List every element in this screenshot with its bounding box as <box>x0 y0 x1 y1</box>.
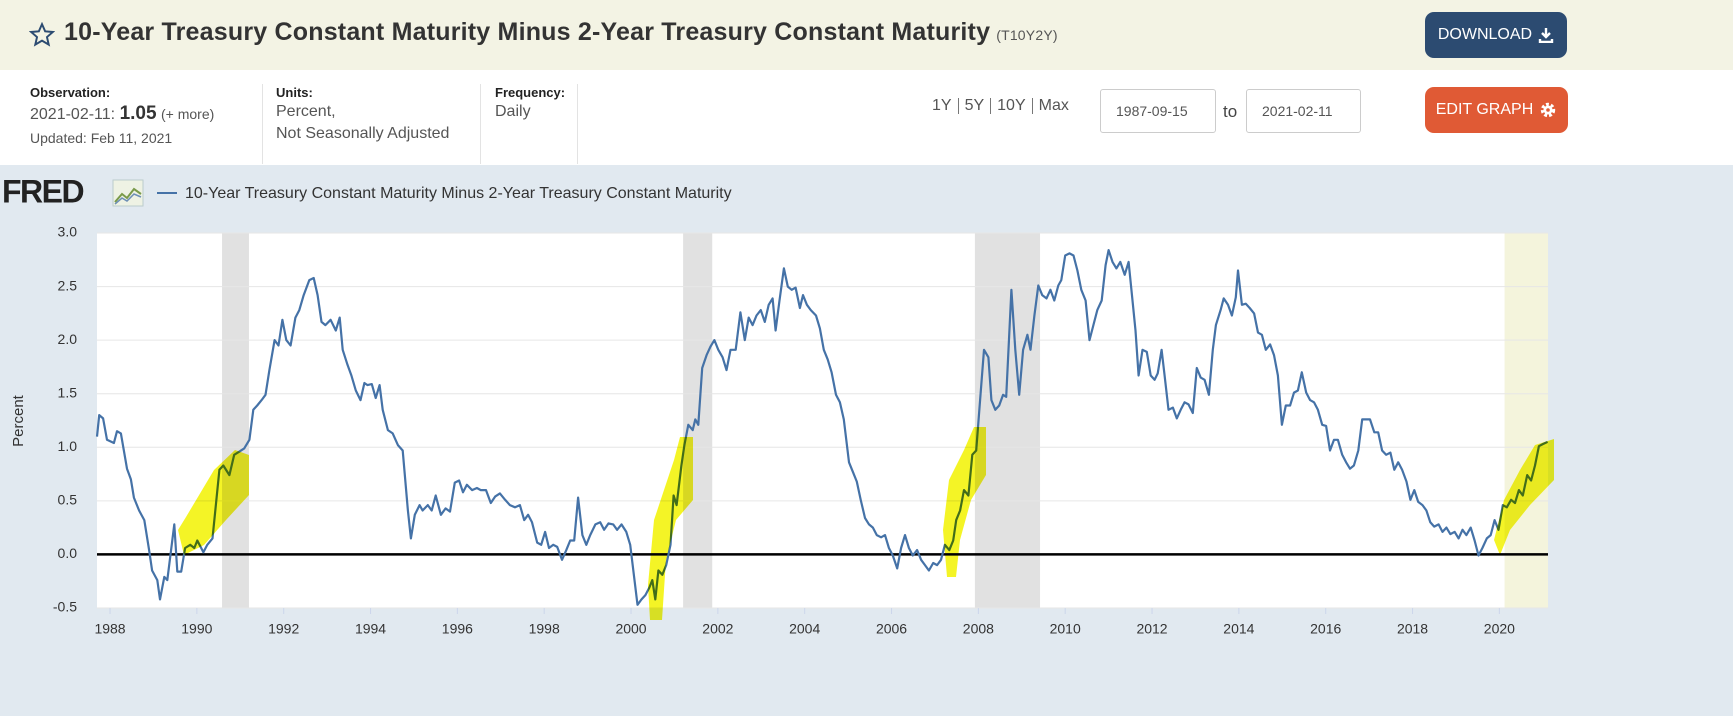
series-line <box>95 249 1549 606</box>
x-tick-label: 2012 <box>1136 621 1167 637</box>
y-tick-label: 0.0 <box>58 545 78 561</box>
edit-graph-button[interactable]: EDIT GRAPH <box>1425 87 1568 133</box>
more-link[interactable]: (+ more) <box>161 106 215 122</box>
recession-shade <box>974 233 1041 608</box>
x-tick-label: 1998 <box>529 621 560 637</box>
y-tick-label: 2.5 <box>58 277 78 293</box>
x-tick-label: 2014 <box>1223 621 1254 637</box>
frequency-value: Daily <box>495 103 531 120</box>
range-link[interactable]: Max <box>1031 98 1075 114</box>
frequency: Frequency: Daily <box>495 85 565 123</box>
x-tick-label: 2020 <box>1484 621 1515 637</box>
range-links: 1Y 5Y 10Y Max <box>932 98 1075 114</box>
start-date[interactable]: 1987-09-15 <box>1100 89 1216 133</box>
x-tick-label: 2016 <box>1310 621 1341 637</box>
series-id: (T10Y2Y) <box>996 27 1058 43</box>
x-tick-label: 1994 <box>355 621 386 637</box>
star-icon[interactable] <box>29 22 55 48</box>
y-tick-label: -0.5 <box>53 599 77 615</box>
download-label: DOWNLOAD <box>1437 26 1533 43</box>
legend-label[interactable]: 10-Year Treasury Constant Maturity Minus… <box>185 185 732 202</box>
y-tick-label: 2.0 <box>58 331 78 347</box>
x-tick-label: 2006 <box>876 621 907 637</box>
x-tick-label: 2010 <box>1050 621 1081 637</box>
observation-value: 2021-02-11: 1.05 (+ more) <box>30 103 214 126</box>
x-tick-label: 2018 <box>1397 621 1428 637</box>
range-link[interactable]: 5Y <box>957 98 991 114</box>
to-label: to <box>1223 102 1238 121</box>
x-tick-label: 1990 <box>181 621 212 637</box>
chart: FRED 10-Year Treasury Constant Maturity … <box>0 165 1733 716</box>
edit-label: EDIT GRAPH <box>1435 101 1534 118</box>
date: 2021-02-11: <box>30 106 116 123</box>
y-tick-label: 3.0 <box>58 224 78 240</box>
updated: Updated: Feb 11, 2021 <box>30 130 173 146</box>
x-tick-label: 2004 <box>789 621 820 637</box>
y-tick-label: 1.5 <box>58 384 78 400</box>
x-tick-label: 2002 <box>702 621 733 637</box>
x-tick-label: 2000 <box>615 621 646 637</box>
label: Observation: <box>30 85 111 100</box>
value: 1.05 <box>119 103 157 124</box>
line: Not Seasonally Adjusted <box>276 125 450 142</box>
gear-icon <box>1541 102 1556 118</box>
units-value: Percent, Not Seasonally Adjusted <box>276 101 449 145</box>
recession-shade <box>1504 233 1548 608</box>
y-axis-label: Percent <box>10 394 27 447</box>
x-tick-label: 1988 <box>94 621 125 637</box>
y-tick-label: 1.0 <box>58 438 78 454</box>
range-link[interactable]: 10Y <box>990 98 1031 114</box>
observation: Observation: 2021-02-11: 1.05 (+ more) U… <box>30 85 214 149</box>
title-text: 10-Year Treasury Constant Maturity Minus… <box>64 18 991 46</box>
end-date[interactable]: 2021-02-11 <box>1246 89 1361 133</box>
download-button[interactable]: DOWNLOAD <box>1425 12 1567 58</box>
x-tick-label: 2008 <box>963 621 994 637</box>
download-icon <box>1538 28 1554 43</box>
divider <box>480 84 481 164</box>
highlights <box>178 427 1554 620</box>
logo-icon <box>112 179 144 207</box>
recession-shade <box>222 233 249 608</box>
units: Units: Percent, Not Seasonally Adjusted <box>276 85 449 145</box>
title: 10-Year Treasury Constant Maturity Minus… <box>64 18 1058 47</box>
header: 10-Year Treasury Constant Maturity Minus… <box>0 0 1733 70</box>
plot-area <box>97 233 1548 608</box>
x-tick-label: 1992 <box>268 621 299 637</box>
x-tick-label: 1996 <box>442 621 473 637</box>
range-link[interactable]: 1Y <box>932 97 952 114</box>
label: Units: <box>276 85 313 100</box>
divider <box>262 84 263 164</box>
fred-logo: FRED <box>2 173 84 209</box>
divider <box>577 84 578 164</box>
line: Percent, <box>276 103 336 120</box>
y-tick-label: 0.5 <box>58 492 78 508</box>
label: Frequency: <box>495 85 566 100</box>
